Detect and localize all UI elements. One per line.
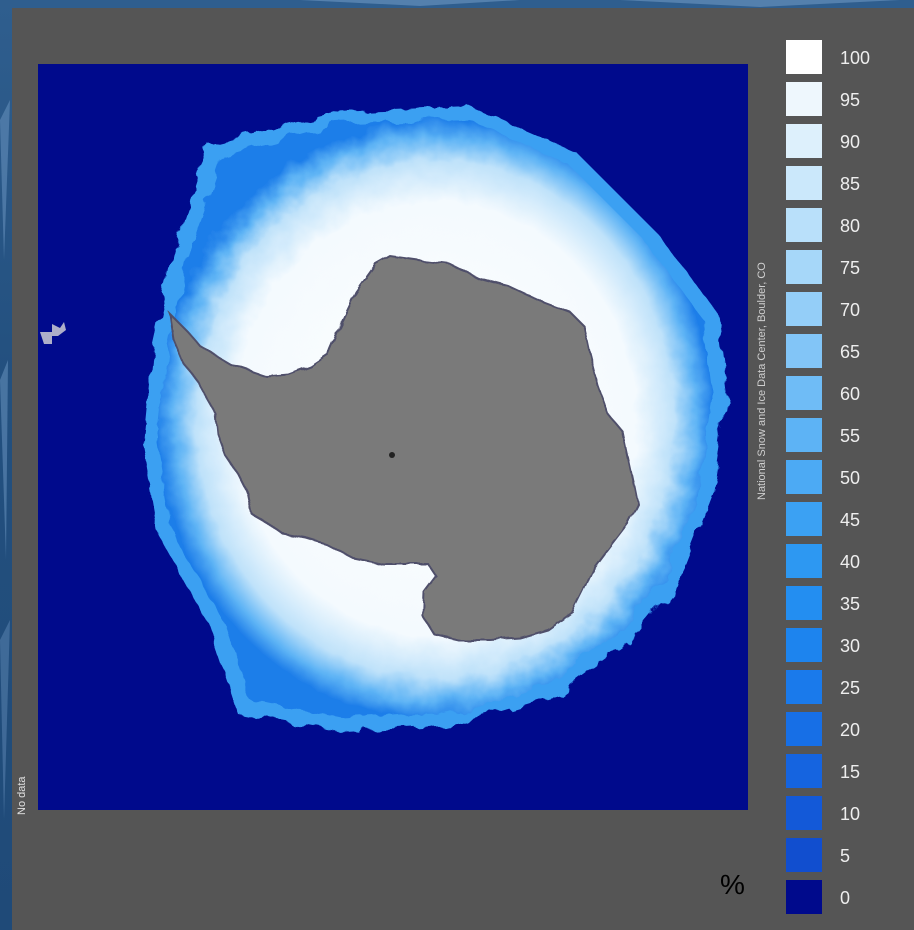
legend-item: 100 bbox=[786, 40, 896, 74]
legend-swatch bbox=[786, 586, 822, 620]
credit-text: National Snow and Ice Data Center, Bould… bbox=[756, 262, 768, 500]
legend-swatch bbox=[786, 124, 822, 158]
legend-label: 15 bbox=[840, 762, 861, 782]
legend-item: 90 bbox=[786, 124, 896, 158]
legend-label: 25 bbox=[840, 678, 861, 698]
legend-label: 35 bbox=[840, 594, 861, 614]
south-pole-marker bbox=[389, 452, 395, 458]
legend-item: 25 bbox=[786, 670, 896, 704]
legend-label: 70 bbox=[840, 300, 861, 320]
legend-item: 45 bbox=[786, 502, 896, 536]
legend-swatch bbox=[786, 460, 822, 494]
sea-ice-map bbox=[38, 64, 748, 810]
legend-item: 70 bbox=[786, 292, 896, 326]
legend-swatch bbox=[786, 628, 822, 662]
legend-item: 10 bbox=[786, 796, 896, 830]
legend-swatch bbox=[786, 754, 822, 788]
legend-label: 55 bbox=[840, 426, 861, 446]
legend-swatch bbox=[786, 880, 822, 914]
legend-swatch bbox=[786, 334, 822, 368]
legend-item: 95 bbox=[786, 82, 896, 116]
legend-label: 30 bbox=[840, 636, 861, 656]
legend-swatch bbox=[786, 418, 822, 452]
legend-swatch bbox=[786, 166, 822, 200]
legend-swatch bbox=[786, 40, 822, 74]
legend-label: 85 bbox=[840, 174, 861, 194]
legend-label: 0 bbox=[840, 888, 851, 908]
legend-item: 15 bbox=[786, 754, 896, 788]
legend-label: 65 bbox=[840, 342, 861, 362]
legend-item: 75 bbox=[786, 250, 896, 284]
legend-item: 60 bbox=[786, 376, 896, 410]
legend-swatch bbox=[786, 250, 822, 284]
antarctica-landmass bbox=[168, 254, 640, 641]
legend-item: 80 bbox=[786, 208, 896, 242]
legend-label: 40 bbox=[840, 552, 861, 572]
legend-label: 45 bbox=[840, 510, 861, 530]
legend-label: 75 bbox=[840, 258, 861, 278]
legend-item: 30 bbox=[786, 628, 896, 662]
legend-swatch bbox=[786, 208, 822, 242]
legend-label: 20 bbox=[840, 720, 861, 740]
legend-swatch bbox=[786, 838, 822, 872]
legend-label: 95 bbox=[840, 90, 861, 110]
legend-item: 40 bbox=[786, 544, 896, 578]
legend-label: 60 bbox=[840, 384, 861, 404]
legend-label: 100 bbox=[840, 48, 871, 68]
legend-item: 55 bbox=[786, 418, 896, 452]
legend-label: 90 bbox=[840, 132, 861, 152]
no-data-label: No data bbox=[16, 776, 28, 815]
legend-swatch bbox=[786, 502, 822, 536]
legend-label: 80 bbox=[840, 216, 861, 236]
legend-swatch bbox=[786, 796, 822, 830]
unit-label: % bbox=[720, 869, 745, 900]
legend-swatch bbox=[786, 292, 822, 326]
legend-swatch bbox=[786, 712, 822, 746]
orientation-marker-icon bbox=[40, 322, 66, 344]
legend-swatch bbox=[786, 670, 822, 704]
legend-label: 10 bbox=[840, 804, 861, 824]
legend-item: 20 bbox=[786, 712, 896, 746]
legend-item: 65 bbox=[786, 334, 896, 368]
legend-label: 5 bbox=[840, 846, 851, 866]
legend-label: 50 bbox=[840, 468, 861, 488]
legend-item: 50 bbox=[786, 460, 896, 494]
concentration-legend: 100 95 90 85 80 75 70 65 60 55 50 45 40 35 30 25 20 15 10 5… bbox=[786, 40, 896, 920]
legend-item: 35 bbox=[786, 586, 896, 620]
legend-item: 5 bbox=[786, 838, 896, 872]
legend-item: 0 bbox=[786, 880, 896, 914]
legend-item: 85 bbox=[786, 166, 896, 200]
legend-swatch bbox=[786, 376, 822, 410]
legend-swatch bbox=[786, 82, 822, 116]
legend-swatch bbox=[786, 544, 822, 578]
